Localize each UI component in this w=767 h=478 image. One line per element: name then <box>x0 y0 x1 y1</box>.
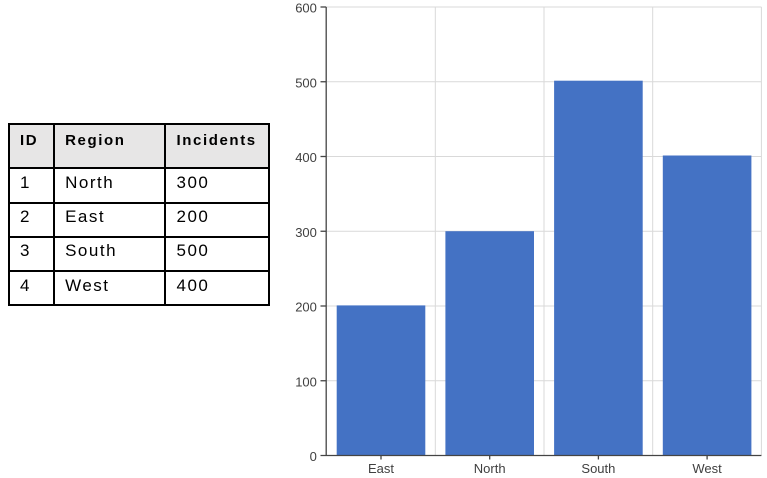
svg-text:600: 600 <box>295 1 317 16</box>
svg-text:South: South <box>581 461 615 476</box>
svg-text:300: 300 <box>295 225 317 240</box>
svg-text:East: East <box>368 461 394 476</box>
svg-text:100: 100 <box>295 374 317 389</box>
svg-text:500: 500 <box>295 75 317 90</box>
svg-text:0: 0 <box>310 449 317 464</box>
svg-text:North: North <box>474 461 506 476</box>
svg-text:West: West <box>692 461 722 476</box>
svg-text:200: 200 <box>295 300 317 315</box>
svg-text:400: 400 <box>295 150 317 165</box>
